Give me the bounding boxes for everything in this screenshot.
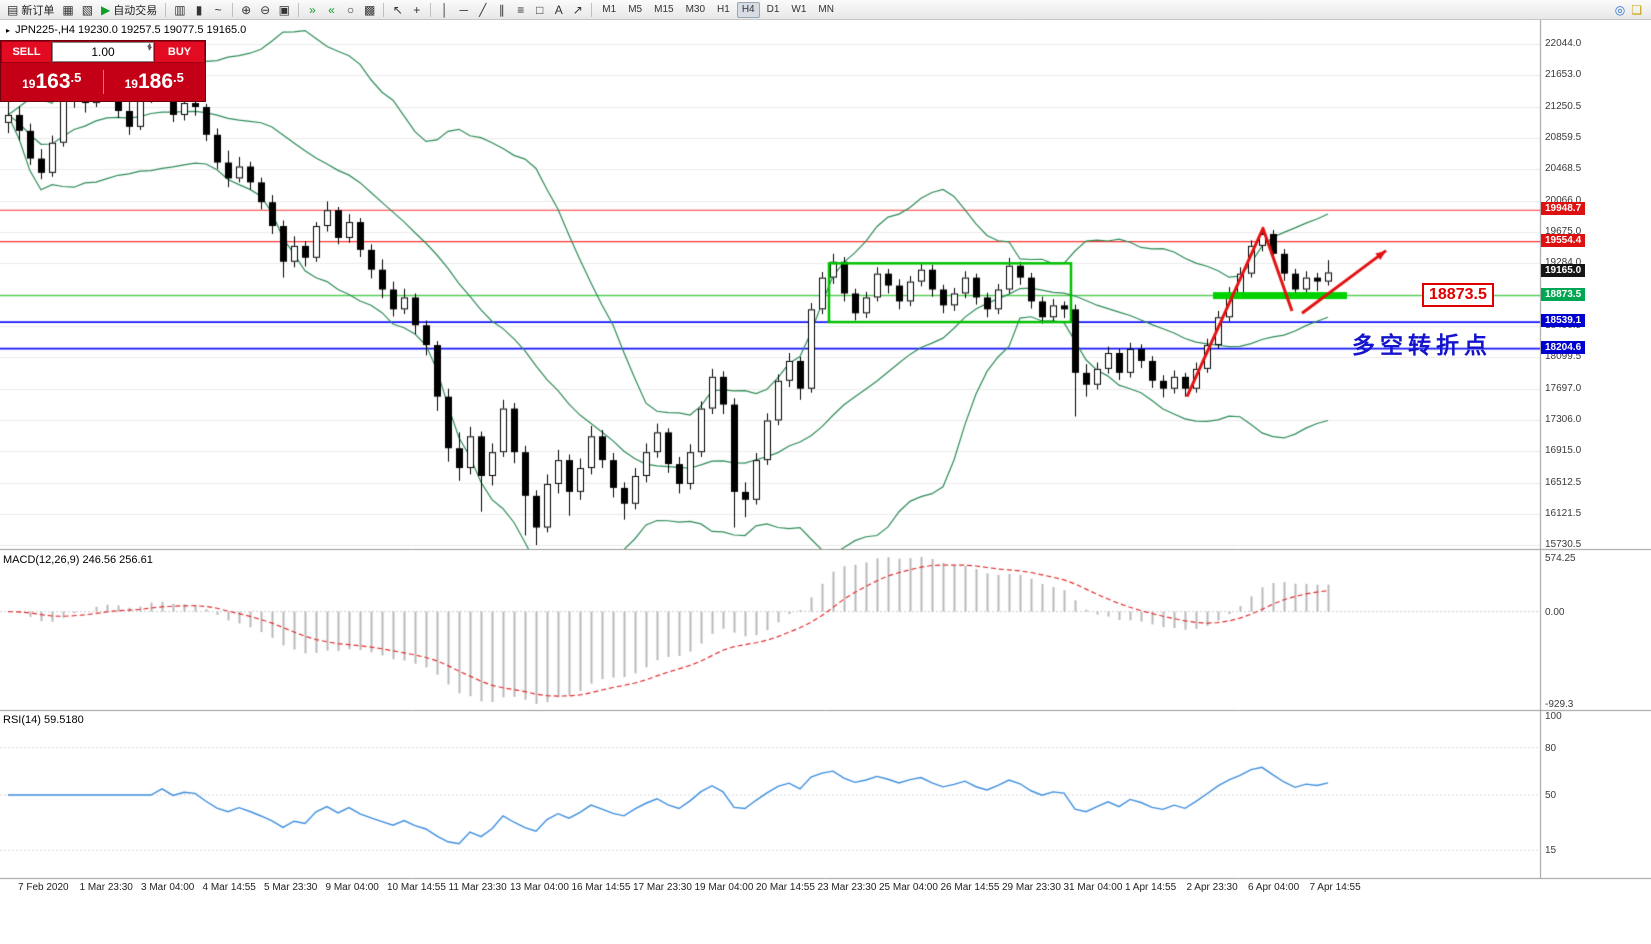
one-click-trading-panel: SELL 1.00 ▴ ▾ BUY 19163.5 19186.5 [0,40,206,102]
price-note-object[interactable]: 18873.5 [1422,283,1494,307]
timeframe-w1[interactable]: W1 [791,4,807,15]
timeframe-h1[interactable]: H1 [717,4,730,15]
fibonacci-icon[interactable]: ≡ [511,1,530,19]
candle-chart-icon: ▮ [195,2,203,17]
arrows-icon[interactable]: ↗ [568,1,587,19]
tile-windows-icon: ▣ [278,2,290,17]
crosshair-icon[interactable]: + [407,1,426,19]
sell-price[interactable]: 19163.5 [1,70,103,94]
toolbar-separator [383,2,385,17]
snapshot-icon: ▩ [363,2,376,17]
bar-chart-icon[interactable]: ▥ [170,1,189,19]
symbol-info-line: ▸ JPN225-,H4 19230.0 19257.5 19077.5 191… [6,24,246,36]
charts-icon: ▦ [62,2,74,17]
new-order-button-label: 新订单 [21,4,55,17]
auto-scroll-icon: » [309,2,316,17]
volume-input[interactable]: 1.00 ▴ ▾ [52,40,154,62]
volume-stepper[interactable]: ▴ ▾ [146,40,151,54]
autotrading-button-label: 自动交易 [113,4,158,17]
chart-shift-icon: « [328,2,335,17]
timeframe-m5[interactable]: M5 [628,4,643,15]
volume-down-icon[interactable]: ▾ [146,44,151,54]
collapse-caret-icon[interactable]: ▸ [6,26,11,35]
sell-price-dec: .5 [70,70,82,85]
snapshot-icon[interactable]: ▩ [360,1,379,19]
buy-price-pre: 19 [124,77,138,91]
profiles-icon: ▧ [81,2,94,17]
volume-value: 1.00 [91,45,115,59]
timeframe-mn[interactable]: MN [818,4,834,15]
macd-indicator-label: MACD(12,26,9) 246.56 256.61 [3,554,153,566]
horizontal-line-icon[interactable]: ─ [454,1,473,19]
zoom-out-icon[interactable]: ⊖ [256,1,275,19]
price-axis[interactable] [1540,20,1651,878]
vertical-line-icon: │ [441,2,449,17]
autotrading-button[interactable]: ▶ 自动交易 [97,1,161,19]
rsi-indicator-label: RSI(14) 59.5180 [3,714,84,726]
sell-price-big: 163 [35,70,71,93]
bar-chart-icon: ▥ [174,2,186,17]
timeframe-group: M1 M5 M15 M30 H1 H4 D1 W1 MN [596,1,840,18]
crosshair-icon: + [413,2,421,17]
profiles-icon[interactable]: ▧ [78,1,97,19]
turning-point-note[interactable]: 多空转折点 [1352,332,1492,358]
toolbar-separator [165,2,167,17]
clock-icon: ○ [346,2,355,17]
search-icon[interactable]: ◎ [1614,2,1626,17]
toolbar-right-icons: ◎ ❏ [1615,3,1648,17]
shapes-icon: □ [536,2,544,17]
zoom-in-icon[interactable]: ⊕ [237,1,256,19]
trendline-icon[interactable]: ╱ [473,1,492,19]
timeframe-d1[interactable]: D1 [766,4,780,15]
timeframe-m15[interactable]: M15 [654,4,674,15]
cursor-icon: ↖ [392,2,403,17]
toolbar-separator [430,2,432,17]
toolbar-separator [231,2,233,17]
tile-windows-icon[interactable]: ▣ [275,1,294,19]
vertical-line-icon[interactable]: │ [435,1,454,19]
time-axis[interactable] [0,878,1540,900]
shapes-icon[interactable]: □ [530,1,549,19]
toolbar: ▤ 新订单 ▦ ▧ ▶ 自动交易 ▥ ▮ ~ ⊕ ⊖ ▣» «○ ▩ ↖ + │ ─ ╱ ∥ ≡ □ A ↗ M1 M5 M15 M3… [0,0,1651,20]
channel-icon[interactable]: ∥ [492,1,511,19]
zoom-out-icon: ⊖ [260,2,271,17]
line-chart-icon[interactable]: ~ [209,1,228,19]
chat-icon[interactable]: ❏ [1631,2,1642,17]
auto-scroll-icon[interactable]: » [303,1,322,19]
sell-price-pre: 19 [22,77,36,91]
new-order-button[interactable]: ▤ 新订单 [3,1,58,19]
charts-icon[interactable]: ▦ [58,1,77,19]
cursor-icon[interactable]: ↖ [388,1,407,19]
zoom-in-icon: ⊕ [241,2,252,17]
text-icon: A [554,2,563,17]
new-order-icon: ▤ [7,2,19,17]
volume-up-icon[interactable]: ▴ [146,40,151,49]
symbol-ohlc-text: JPN225-,H4 19230.0 19257.5 19077.5 19165… [15,24,247,36]
buy-price-big: 186 [137,70,174,93]
trendline-icon: ╱ [479,2,487,17]
line-chart-icon: ~ [214,2,222,17]
timeframe-m1[interactable]: M1 [602,4,617,15]
text-icon[interactable]: A [549,1,568,19]
timeframe-m30[interactable]: M30 [685,4,706,15]
fibonacci-icon: ≡ [517,2,525,17]
timeframe-h4[interactable]: H4 [736,1,760,18]
chart-shift-icon[interactable]: « [322,1,341,19]
buy-button[interactable]: BUY [155,42,204,62]
sell-button[interactable]: SELL [2,42,51,62]
arrows-icon: ↗ [572,2,583,17]
toolbar-separator [297,2,299,17]
clock-icon[interactable]: ○ [341,1,360,19]
autotrading-icon: ▶ [101,2,111,17]
buy-price[interactable]: 19186.5 [102,70,206,94]
horizontal-line-icon: ─ [459,2,469,17]
channel-icon: ∥ [498,2,505,17]
toolbar-separator [591,2,593,17]
buy-price-dec: .5 [173,70,184,85]
candle-chart-icon[interactable]: ▮ [190,1,209,19]
